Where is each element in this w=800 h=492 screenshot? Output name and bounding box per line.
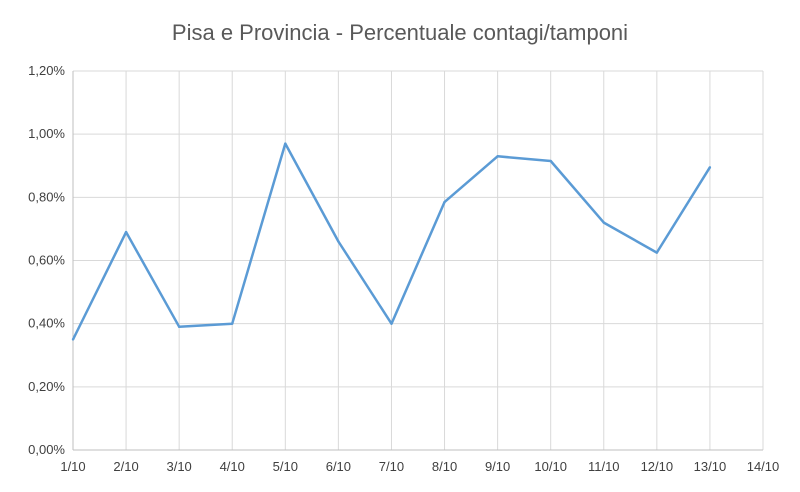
data-point xyxy=(602,221,605,224)
data-point xyxy=(655,251,659,254)
x-tick-label: 2/10 xyxy=(113,459,138,474)
x-tick-label: 9/10 xyxy=(485,459,510,474)
x-tick-label: 13/10 xyxy=(694,459,727,474)
y-tick-label: 1,20% xyxy=(28,63,65,78)
x-tick-label: 3/10 xyxy=(166,459,191,474)
gridlines xyxy=(73,70,764,450)
x-tick-label: 4/10 xyxy=(220,459,245,474)
series-layer xyxy=(71,142,712,341)
y-tick-label: 0,00% xyxy=(28,442,65,457)
x-tick-label: 14/10 xyxy=(747,459,780,474)
data-point xyxy=(443,200,446,204)
data-point xyxy=(71,338,75,341)
y-tick-label: 0,20% xyxy=(28,379,65,394)
x-tick-label: 5/10 xyxy=(273,459,298,474)
x-tick-label: 11/10 xyxy=(588,459,620,474)
data-point xyxy=(124,230,128,234)
axes xyxy=(72,71,763,451)
y-tick-label: 0,60% xyxy=(28,253,65,268)
x-tick-label: 8/10 xyxy=(432,459,457,474)
x-tick-label: 10/10 xyxy=(534,459,567,474)
data-point xyxy=(496,155,499,158)
x-tick-labels: 1/10 2/10 3/10 4/10 5/10 6/10 7/10 8/10 9/10 10/1… xyxy=(60,459,779,474)
chart-title: Pisa e Provincia - Percentuale contagi/t… xyxy=(172,20,628,45)
y-tick-label: 0,80% xyxy=(28,189,65,204)
data-point xyxy=(549,159,552,163)
x-tick-label: 7/10 xyxy=(379,459,404,474)
x-tick-label: 6/10 xyxy=(326,459,351,474)
y-tick-labels: 0,00% 0,20% 0,40% 0,60% 0,80% 1,00% 1,20% xyxy=(28,63,65,457)
data-point xyxy=(231,322,234,325)
data-point xyxy=(337,240,340,243)
y-tick-label: 1,00% xyxy=(28,126,65,141)
data-point xyxy=(177,325,181,329)
data-point xyxy=(708,166,712,169)
data-point xyxy=(390,322,393,325)
y-tick-label: 0,40% xyxy=(28,316,65,331)
data-point xyxy=(284,142,287,145)
x-tick-label: 1/10 xyxy=(60,459,85,474)
x-tick-label: 12/10 xyxy=(641,459,674,474)
